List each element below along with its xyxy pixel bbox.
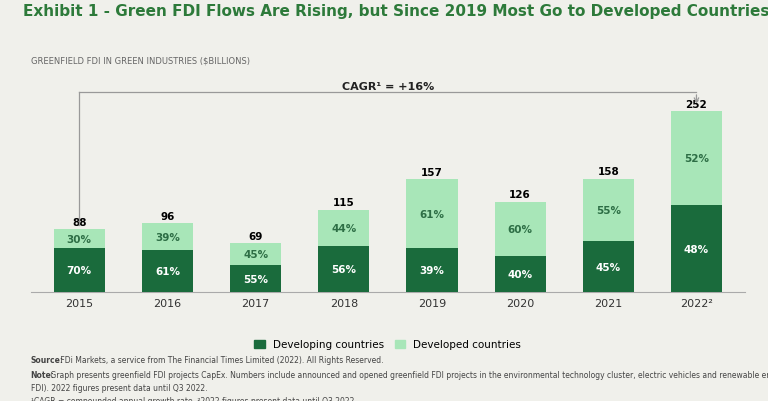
Text: 45%: 45%: [596, 262, 621, 272]
Bar: [671, 206, 722, 293]
Text: 45%: 45%: [243, 249, 268, 259]
Bar: [318, 210, 369, 247]
Text: FDi Markets, a service from The Financial Times Limited (2022). All Rights Reser: FDi Markets, a service from The Financia…: [58, 355, 383, 364]
Text: 60%: 60%: [508, 224, 532, 234]
Text: CAGR¹ = +16%: CAGR¹ = +16%: [342, 82, 434, 92]
Text: 158: 158: [598, 167, 619, 177]
Text: 96: 96: [161, 212, 174, 221]
Bar: [406, 180, 458, 249]
Text: 44%: 44%: [331, 223, 356, 233]
Bar: [495, 257, 546, 293]
Text: Note:: Note:: [31, 370, 55, 379]
Text: 157: 157: [421, 168, 443, 178]
Text: 39%: 39%: [419, 266, 445, 276]
Bar: [495, 202, 546, 257]
Text: 55%: 55%: [596, 205, 621, 215]
Text: 70%: 70%: [67, 265, 92, 275]
Text: 61%: 61%: [419, 209, 445, 219]
Bar: [142, 224, 193, 251]
Bar: [54, 249, 104, 293]
Bar: [318, 247, 369, 293]
Legend: Developing countries, Developed countries: Developing countries, Developed countrie…: [250, 336, 525, 354]
Text: 126: 126: [509, 190, 531, 200]
Bar: [671, 111, 722, 206]
Text: Graph presents greenfield FDI projects CapEx. Numbers include announced and open: Graph presents greenfield FDI projects C…: [48, 370, 768, 379]
Text: 40%: 40%: [508, 269, 533, 279]
Bar: [54, 229, 104, 249]
Bar: [583, 179, 634, 242]
Text: ¹CAGR = compounded annual growth rate. ²2022 figures present data until Q3 2022.: ¹CAGR = compounded annual growth rate. ²…: [31, 396, 356, 401]
Bar: [230, 265, 281, 293]
Text: Source:: Source:: [31, 355, 64, 364]
Bar: [406, 249, 458, 293]
Text: 56%: 56%: [331, 265, 356, 275]
Text: 61%: 61%: [155, 267, 180, 277]
Text: FDI). 2022 figures present data until Q3 2022.: FDI). 2022 figures present data until Q3…: [31, 383, 207, 392]
Text: 48%: 48%: [684, 244, 709, 254]
Text: 55%: 55%: [243, 274, 268, 284]
Text: 39%: 39%: [155, 232, 180, 242]
Bar: [583, 242, 634, 293]
Text: 88: 88: [72, 217, 87, 227]
Bar: [142, 251, 193, 293]
Text: 30%: 30%: [67, 234, 91, 244]
Text: 52%: 52%: [684, 154, 709, 164]
Text: GREENFIELD FDI IN GREEN INDUSTRIES ($BILLIONS): GREENFIELD FDI IN GREEN INDUSTRIES ($BIL…: [31, 56, 250, 65]
Bar: [230, 243, 281, 265]
Text: 115: 115: [333, 198, 355, 208]
Text: 69: 69: [248, 231, 263, 241]
Text: Exhibit 1 - Green FDI Flows Are Rising, but Since 2019 Most Go to Developed Coun: Exhibit 1 - Green FDI Flows Are Rising, …: [23, 4, 768, 19]
Text: 252: 252: [686, 99, 707, 109]
